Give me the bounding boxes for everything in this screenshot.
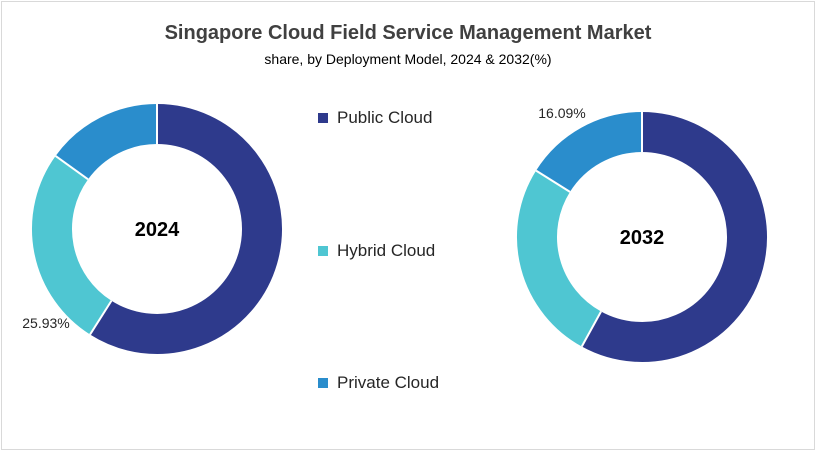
- slice-separator: [89, 300, 113, 336]
- data-label: 25.93%: [22, 315, 69, 331]
- slice-separator: [580, 311, 602, 348]
- donut-slice-2024-public-cloud: [90, 104, 282, 354]
- data-label: 16.09%: [538, 105, 585, 121]
- donut-slice-2032-public-cloud: [581, 112, 767, 362]
- legend-label-hybrid-cloud: Hybrid Cloud: [337, 241, 436, 260]
- legend-swatch-hybrid-cloud: [318, 246, 328, 256]
- legend-swatch-private-cloud: [318, 378, 328, 388]
- donut-slice-2024-private-cloud: [55, 104, 158, 180]
- legend-item-private-cloud: Private Cloud: [318, 372, 439, 394]
- donut-center-label: 2024: [135, 219, 180, 241]
- legend-swatch-public-cloud: [318, 113, 328, 123]
- donut-slice-2032-private-cloud: [536, 112, 643, 193]
- donut-center-label: 2032: [620, 227, 665, 249]
- donut-slice-2024-hybrid-cloud: [32, 155, 112, 335]
- legend-label-private-cloud: Private Cloud: [337, 373, 440, 392]
- donut-slice-2032-hybrid-cloud: [517, 170, 602, 347]
- legend-item-hybrid-cloud: Hybrid Cloud: [318, 240, 435, 262]
- chart-subtitle: share, by Deployment Model, 2024 & 2032(…: [264, 51, 552, 67]
- slice-separator: [54, 155, 89, 181]
- legend-label-public-cloud: Public Cloud: [337, 108, 433, 127]
- slice-separator: [535, 169, 571, 193]
- chart-title: Singapore Cloud Field Service Management…: [164, 22, 652, 44]
- legend-item-public-cloud: Public Cloud: [318, 107, 432, 129]
